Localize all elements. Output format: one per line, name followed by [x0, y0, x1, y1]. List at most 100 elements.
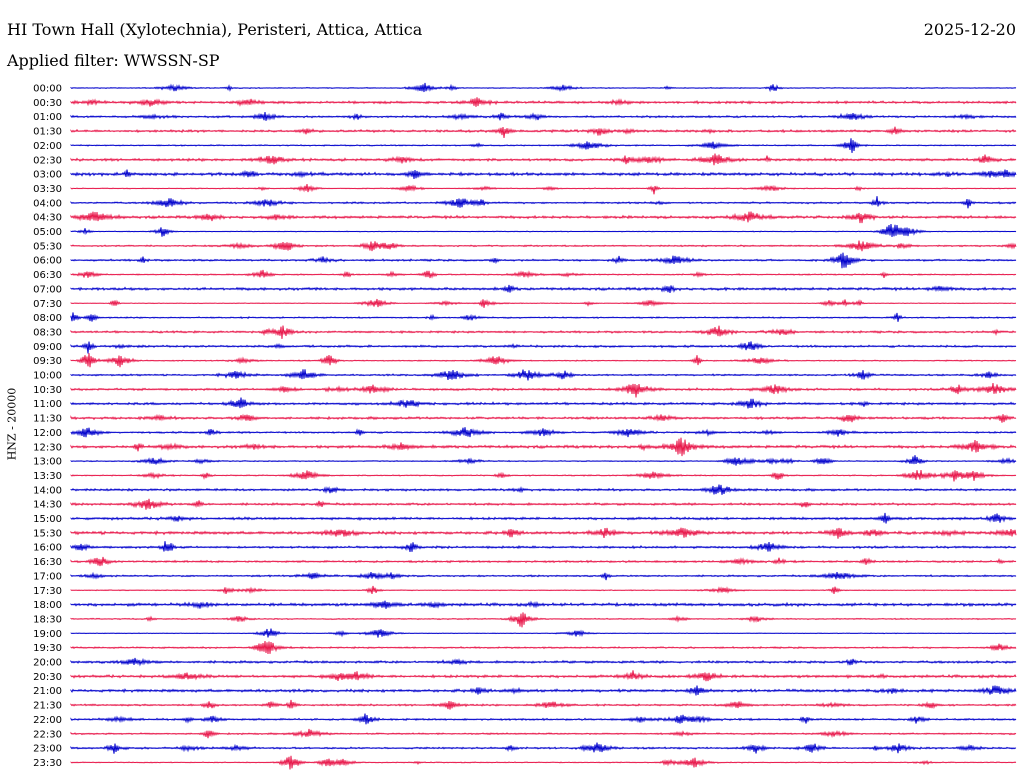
time-label: 00:00: [33, 84, 62, 95]
time-label: 22:00: [33, 715, 62, 726]
trace-line: [70, 341, 1017, 354]
trace-line: [70, 455, 1017, 466]
time-label: 11:30: [33, 414, 62, 425]
trace-line: [70, 312, 1017, 322]
trace-line: [70, 184, 1017, 195]
trace-line: [70, 585, 1017, 595]
time-label: 07:30: [33, 299, 62, 310]
time-label: 01:00: [33, 112, 62, 123]
time-label: 15:00: [33, 514, 62, 525]
time-label: 14:30: [33, 500, 62, 511]
trace-line: [70, 369, 1017, 381]
trace-line: [70, 512, 1017, 524]
time-label: 22:30: [33, 729, 62, 740]
time-label: 23:30: [33, 758, 62, 769]
time-label: 01:30: [33, 127, 62, 138]
trace-line: [70, 111, 1017, 121]
trace-line: [70, 685, 1017, 696]
time-label: 12:00: [33, 428, 62, 439]
time-label: 17:30: [33, 586, 62, 597]
trace-line: [70, 325, 1017, 339]
time-label: 07:00: [33, 284, 62, 295]
time-label: 15:30: [33, 528, 62, 539]
trace-line: [70, 252, 1017, 269]
time-labels: 00:00 00:30 01:00 01:30 02:00 02:30 03:00 03:30…: [33, 84, 62, 769]
trace-line: [70, 382, 1017, 398]
time-label: 13:30: [33, 471, 62, 482]
trace-line: [70, 126, 1017, 138]
time-label: 06:00: [33, 256, 62, 267]
trace-line: [70, 437, 1017, 457]
time-label: 20:00: [33, 658, 62, 669]
time-label: 09:30: [33, 356, 62, 367]
trace-line: [70, 97, 1017, 107]
trace-line: [70, 240, 1017, 252]
time-label: 16:30: [33, 557, 62, 568]
trace-line: [70, 153, 1017, 166]
station-title: HI Town Hall (Xylotechnia), Peristeri, A…: [7, 20, 423, 39]
trace-line: [70, 284, 1017, 293]
trace-line: [70, 699, 1017, 710]
trace-line: [70, 670, 1017, 682]
trace-line: [70, 427, 1017, 438]
trace-line: [70, 353, 1017, 368]
trace-line: [70, 713, 1017, 725]
trace-line: [70, 600, 1017, 610]
trace-line: [70, 298, 1017, 308]
time-label: 14:00: [33, 485, 62, 496]
trace-line: [70, 269, 1017, 279]
time-label: 00:30: [33, 98, 62, 109]
trace-line: [70, 541, 1017, 552]
trace-line: [70, 169, 1017, 179]
trace-line: [70, 640, 1017, 654]
trace-line: [70, 556, 1017, 567]
time-label: 04:00: [33, 198, 62, 209]
trace-line: [70, 224, 1017, 237]
time-label: 13:00: [33, 457, 62, 468]
time-label: 10:00: [33, 371, 62, 382]
time-label: 09:00: [33, 342, 62, 353]
time-label: 21:00: [33, 686, 62, 697]
trace-line: [70, 211, 1017, 224]
time-label: 23:00: [33, 744, 62, 755]
time-label: 16:00: [33, 543, 62, 554]
trace-line: [70, 138, 1017, 153]
filter-label: Applied filter: WWSSN-SP: [7, 51, 220, 70]
time-label: 08:00: [33, 313, 62, 324]
record-date: 2025-12-20: [923, 20, 1016, 39]
seismic-traces: [70, 82, 1017, 770]
trace-line: [70, 742, 1017, 754]
trace-line: [70, 413, 1017, 423]
time-label: 20:30: [33, 672, 62, 683]
time-label: 18:30: [33, 614, 62, 625]
time-label: 05:30: [33, 241, 62, 252]
trace-line: [70, 628, 1017, 638]
time-label: 06:30: [33, 270, 62, 281]
time-label: 12:30: [33, 442, 62, 453]
trace-line: [70, 397, 1017, 409]
trace-line: [70, 728, 1017, 739]
trace-line: [70, 527, 1017, 539]
time-label: 08:30: [33, 327, 62, 338]
time-label: 02:00: [33, 141, 62, 152]
time-label: 02:30: [33, 155, 62, 166]
time-label: 11:00: [33, 399, 62, 410]
time-label: 03:30: [33, 184, 62, 195]
trace-line: [70, 498, 1017, 510]
time-label: 10:30: [33, 385, 62, 396]
time-label: 03:00: [33, 170, 62, 181]
time-label: 19:00: [33, 629, 62, 640]
time-label: 19:30: [33, 643, 62, 654]
time-label: 18:00: [33, 600, 62, 611]
trace-line: [70, 657, 1017, 667]
time-label: 05:00: [33, 227, 62, 238]
time-label: 21:30: [33, 701, 62, 712]
trace-line: [70, 612, 1017, 628]
trace-line: [70, 484, 1017, 495]
trace-line: [70, 469, 1017, 482]
time-label: 04:30: [33, 213, 62, 224]
trace-line: [70, 571, 1017, 581]
trace-line: [70, 755, 1017, 770]
trace-line: [70, 82, 1017, 93]
